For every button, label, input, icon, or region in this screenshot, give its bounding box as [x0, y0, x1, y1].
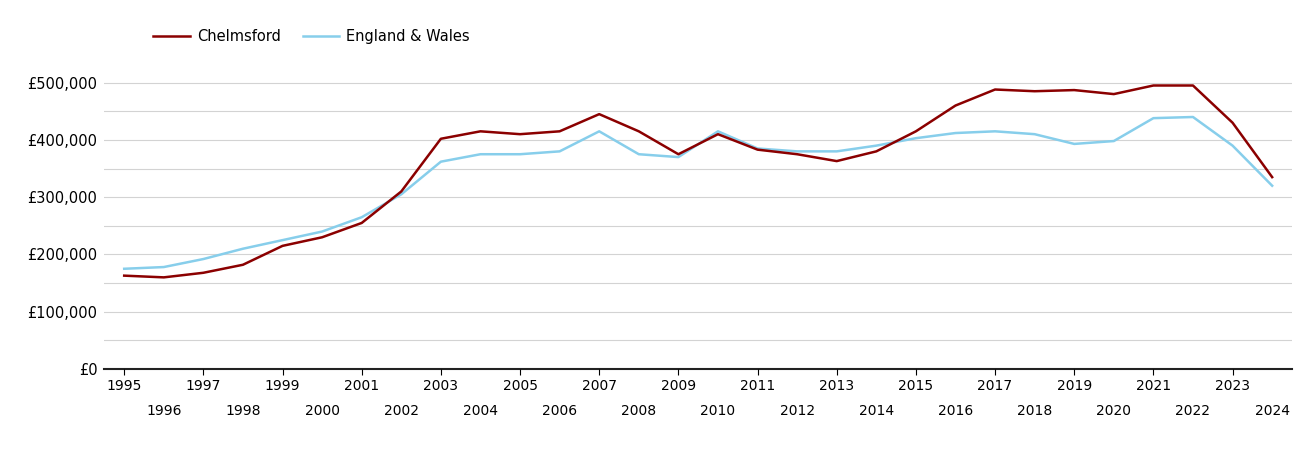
England & Wales	[1185, 114, 1201, 120]
England & Wales	[1146, 116, 1161, 121]
England & Wales	[749, 146, 765, 151]
Chelmsford	[1224, 120, 1240, 126]
England & Wales	[591, 129, 607, 134]
England & Wales	[790, 148, 805, 154]
England & Wales	[908, 135, 924, 141]
Chelmsford	[632, 129, 647, 134]
England & Wales	[671, 154, 686, 160]
Chelmsford	[749, 147, 765, 153]
Chelmsford	[196, 270, 211, 275]
England & Wales	[275, 238, 291, 243]
Chelmsford	[552, 129, 568, 134]
England & Wales	[354, 215, 369, 220]
Chelmsford	[433, 136, 449, 141]
Chelmsford	[235, 262, 251, 267]
England & Wales	[393, 192, 408, 197]
Line: Chelmsford: Chelmsford	[124, 86, 1272, 277]
Chelmsford	[512, 131, 527, 137]
Legend: Chelmsford, England & Wales: Chelmsford, England & Wales	[147, 23, 476, 50]
Chelmsford	[1265, 175, 1280, 180]
England & Wales	[196, 256, 211, 262]
Chelmsford	[947, 103, 963, 108]
England & Wales	[1224, 143, 1240, 148]
Chelmsford	[671, 152, 686, 157]
Chelmsford	[354, 220, 369, 225]
Chelmsford	[116, 273, 132, 279]
Chelmsford	[1185, 83, 1201, 88]
England & Wales	[632, 152, 647, 157]
England & Wales	[315, 229, 330, 234]
Chelmsford	[155, 274, 171, 280]
England & Wales	[1027, 131, 1043, 137]
England & Wales	[1105, 138, 1121, 144]
Chelmsford	[275, 243, 291, 248]
Chelmsford	[829, 158, 844, 164]
Chelmsford	[591, 112, 607, 117]
England & Wales	[947, 130, 963, 136]
England & Wales	[472, 152, 488, 157]
Chelmsford	[908, 129, 924, 134]
England & Wales	[710, 129, 726, 134]
England & Wales	[155, 264, 171, 270]
Chelmsford	[988, 87, 1004, 92]
England & Wales	[512, 152, 527, 157]
Chelmsford	[790, 152, 805, 157]
Chelmsford	[1027, 89, 1043, 94]
England & Wales	[868, 143, 883, 148]
England & Wales	[988, 129, 1004, 134]
England & Wales	[829, 148, 844, 154]
England & Wales	[235, 246, 251, 252]
Chelmsford	[1146, 83, 1161, 88]
England & Wales	[1066, 141, 1082, 147]
England & Wales	[433, 159, 449, 164]
England & Wales	[1265, 183, 1280, 189]
Chelmsford	[472, 129, 488, 134]
Chelmsford	[710, 131, 726, 137]
England & Wales	[552, 148, 568, 154]
Chelmsford	[868, 148, 883, 154]
Line: England & Wales: England & Wales	[124, 117, 1272, 269]
Chelmsford	[315, 234, 330, 240]
England & Wales	[116, 266, 132, 271]
Chelmsford	[1105, 91, 1121, 97]
Chelmsford	[1066, 87, 1082, 93]
Chelmsford	[393, 189, 408, 194]
